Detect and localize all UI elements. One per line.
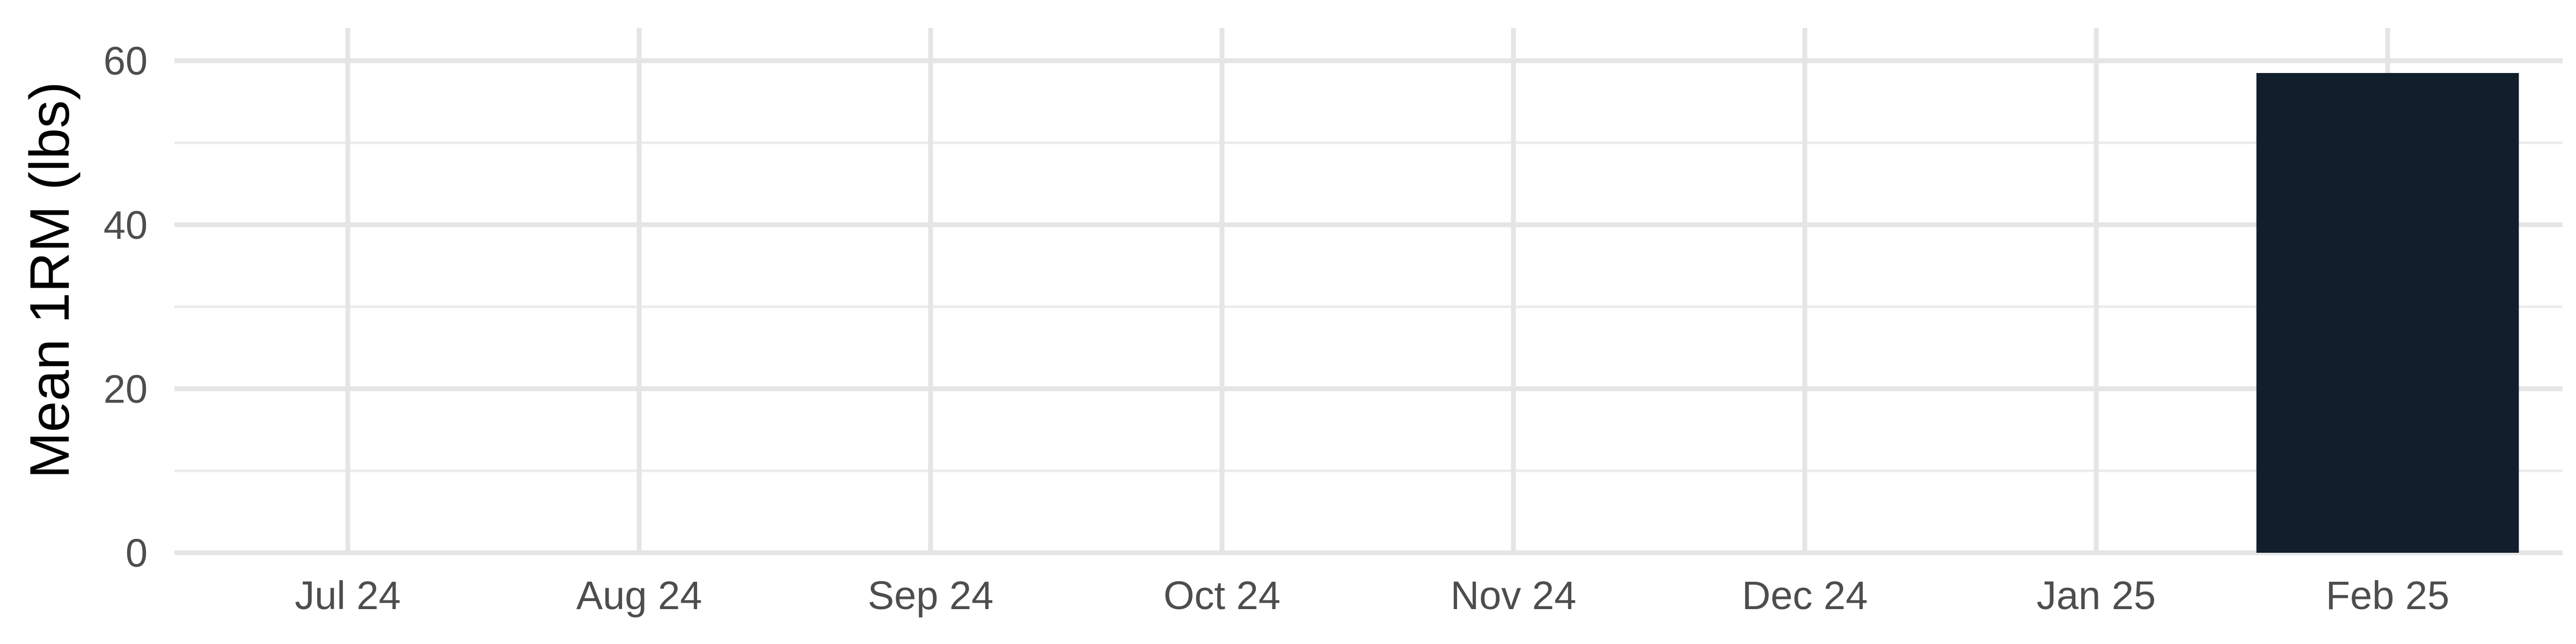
y-tick-labels: 0 20 40 60: [104, 39, 148, 575]
x-tick-label: Oct 24: [1163, 573, 1280, 618]
x-tick-label: Aug 24: [576, 573, 702, 618]
x-tick-label: Jul 24: [295, 573, 400, 618]
x-tick-labels: Jul 24 Aug 24 Sep 24 Oct 24 Nov 24 Dec 24 Jan …: [295, 573, 2449, 618]
y-axis-title: Mean 1RM (lbs): [19, 82, 81, 479]
x-tick-label: Jan 25: [2037, 573, 2156, 618]
y-tick-label: 60: [104, 39, 148, 83]
x-tick-label: Sep 24: [868, 573, 994, 618]
bars: [2256, 73, 2519, 553]
bar-feb-25: [2256, 73, 2519, 553]
x-tick-label: Nov 24: [1451, 573, 1576, 618]
x-tick-label: Feb 25: [2326, 573, 2449, 618]
x-tick-label: Dec 24: [1742, 573, 1868, 618]
y-tick-label: 40: [104, 203, 148, 247]
grid: [174, 28, 2563, 555]
y-tick-label: 20: [104, 367, 148, 411]
y-tick-label: 0: [126, 531, 148, 575]
